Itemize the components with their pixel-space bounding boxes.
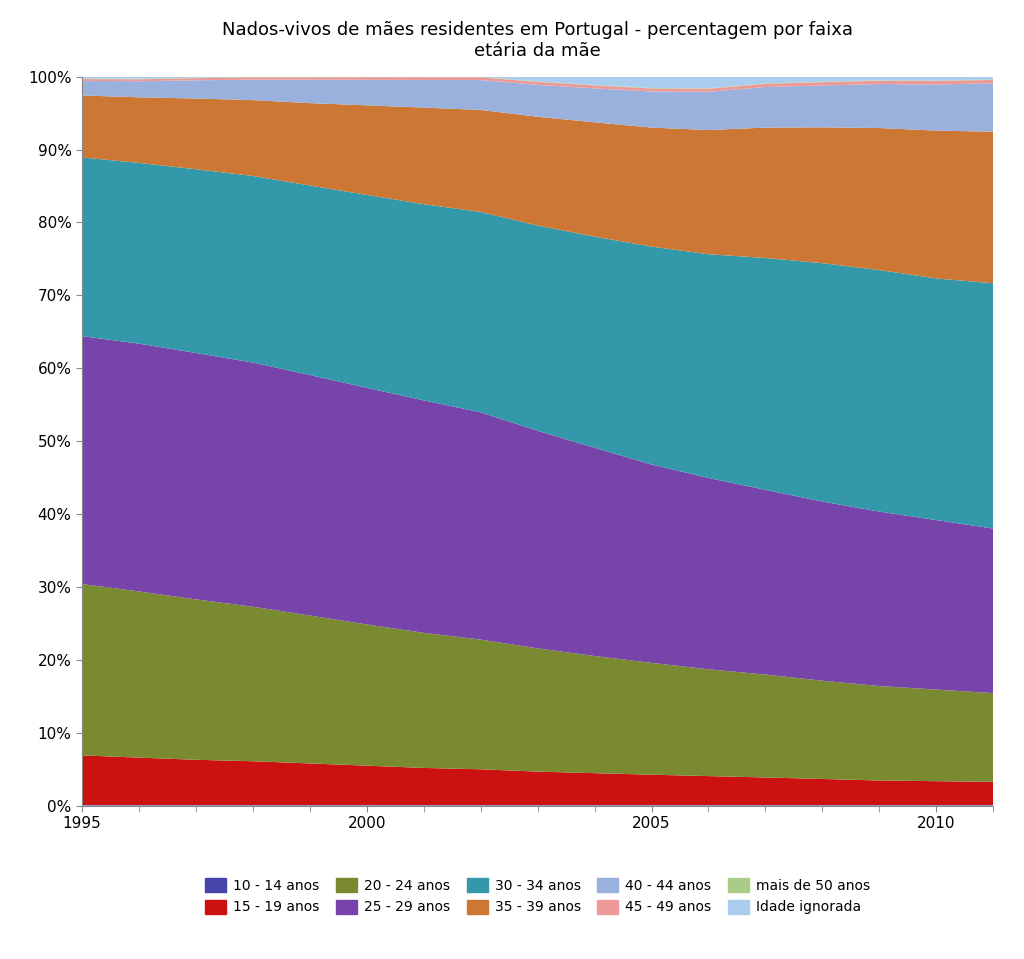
Title: Nados-vivos de mães residentes em Portugal - percentagem por faixa
etária da mãe: Nados-vivos de mães residentes em Portug… [222, 21, 853, 59]
Legend: 10 - 14 anos, 15 - 19 anos, 20 - 24 anos, 25 - 29 anos, 30 - 34 anos, 35 - 39 an: 10 - 14 anos, 15 - 19 anos, 20 - 24 anos… [199, 871, 877, 922]
